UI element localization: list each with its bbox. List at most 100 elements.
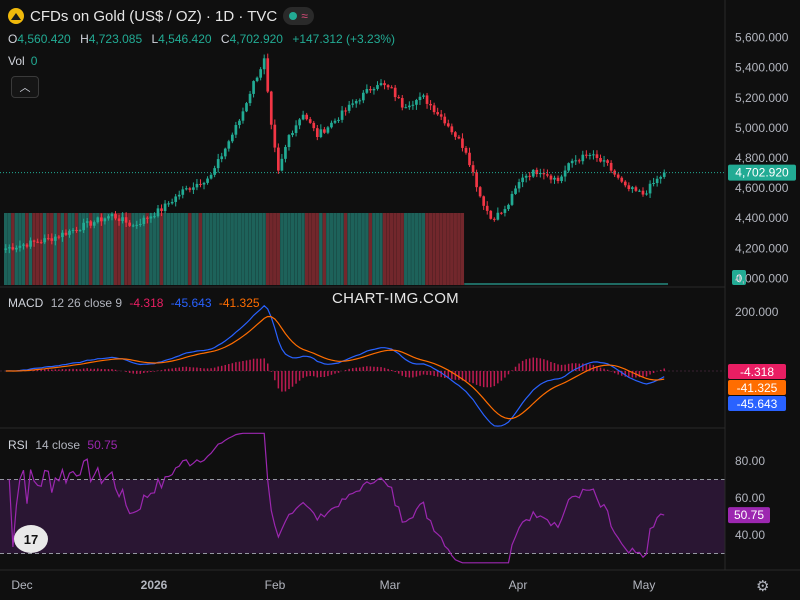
candle-body	[213, 168, 216, 175]
candle-body	[46, 238, 50, 240]
volume-bar	[280, 213, 284, 285]
candle-body	[53, 236, 57, 241]
tradingview-logo[interactable]: 17	[14, 525, 48, 553]
candle-body	[36, 241, 39, 243]
candle-body	[659, 176, 663, 179]
gold-logo-icon	[8, 8, 24, 24]
volume-bar	[173, 213, 178, 285]
volume-bar	[142, 213, 146, 285]
volume-bar	[241, 213, 245, 285]
candle-body	[464, 147, 468, 153]
candle-body	[475, 172, 478, 188]
volume-bar	[400, 213, 404, 285]
candle-body	[43, 238, 47, 243]
volume-bar	[67, 213, 72, 285]
candle-body	[206, 178, 209, 183]
settings-gear-icon[interactable]: ⚙	[756, 578, 770, 595]
volume-bar	[251, 213, 256, 285]
volume-bar	[358, 213, 362, 285]
volume-bar	[184, 213, 188, 285]
macd-badge	[728, 396, 786, 411]
candle-body	[163, 203, 167, 211]
candle-body	[645, 193, 648, 195]
volume-bar	[365, 213, 369, 285]
volume-bar	[99, 213, 103, 285]
candle-body	[620, 177, 624, 182]
candle-body	[623, 181, 627, 186]
candle-body	[330, 122, 333, 128]
candle-body	[64, 232, 68, 235]
candle-body	[57, 236, 61, 238]
volume-bar	[255, 213, 259, 285]
candle-body	[294, 125, 298, 133]
candle-body	[492, 218, 496, 220]
candle-body	[82, 222, 85, 231]
macd-label: MACD	[8, 296, 44, 310]
volume-bar	[457, 213, 461, 285]
volume-bar	[163, 213, 167, 285]
time-axis-tick: Feb	[265, 578, 286, 592]
candle-body	[468, 152, 471, 166]
macd-badge-label: -41.325	[737, 381, 778, 395]
volume-bar	[134, 213, 139, 285]
volume-bar	[428, 213, 433, 285]
candle-body	[521, 177, 524, 183]
volume-bar	[57, 213, 61, 285]
candle-body	[616, 174, 620, 178]
candle-body	[415, 100, 418, 105]
low-value: 4,546.420	[158, 32, 212, 46]
candle-body	[446, 123, 450, 127]
volume-bar	[152, 213, 157, 285]
volume-bar	[71, 213, 75, 285]
volume-bar	[209, 213, 213, 285]
volume-bar	[120, 213, 125, 285]
price-axis-tick: 4,000.000	[735, 271, 789, 285]
volume-bar	[287, 213, 291, 285]
volume-bar	[439, 213, 443, 285]
volume-bar	[53, 213, 57, 285]
watermark: CHART-IMG.COM	[332, 290, 459, 307]
candle-body	[184, 188, 188, 190]
rsi-line	[8, 432, 665, 564]
close-label: C	[220, 32, 230, 46]
volume-bar	[145, 213, 149, 285]
candle-body	[4, 248, 8, 250]
volume-bar	[265, 213, 270, 285]
volume-bar	[117, 213, 121, 285]
market-status-pill[interactable]: ≈	[283, 7, 314, 25]
last-price-label: 4,702.920	[735, 166, 789, 180]
volume-bar	[92, 213, 96, 285]
symbol-title[interactable]: CFDs on Gold (US$ / OZ) · 1D · TVC	[30, 7, 278, 25]
candle-body	[634, 187, 638, 191]
candle-body	[305, 114, 309, 120]
volume-bar	[308, 213, 312, 285]
candle-body	[631, 187, 634, 190]
candle-body	[280, 158, 284, 171]
volume-bar	[290, 213, 295, 285]
candle-body	[121, 217, 124, 221]
macd-params: 12 26 close 9	[50, 296, 123, 310]
candle-body	[390, 87, 393, 89]
volume-bar	[435, 213, 440, 285]
candle-body	[507, 204, 510, 210]
macd-badge-label: -4.318	[740, 365, 774, 379]
candle-body	[361, 92, 365, 101]
rsi-label: RSI	[8, 438, 29, 452]
volume-bar	[74, 213, 79, 285]
candle-body	[563, 170, 567, 177]
candle-body	[602, 160, 606, 162]
candle-body	[485, 205, 489, 211]
candle-body	[199, 183, 202, 185]
candle-body	[347, 104, 351, 111]
candle-body	[128, 222, 132, 226]
candle-body	[450, 126, 454, 133]
candle-body	[524, 175, 528, 178]
candle-body	[407, 105, 411, 108]
volume-bar	[396, 213, 401, 285]
candle-body	[638, 190, 641, 192]
volume-value: 0	[30, 54, 38, 68]
collapse-legend-button[interactable]: ︿	[11, 76, 39, 98]
volume-bar	[248, 213, 252, 285]
volume-bar	[311, 213, 316, 285]
